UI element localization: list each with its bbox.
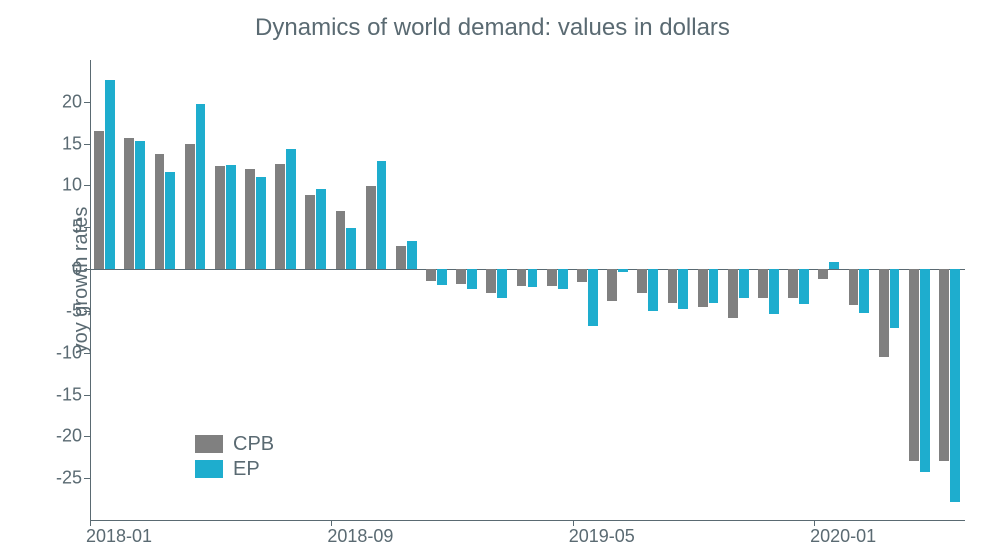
- y-tick-label: -10: [56, 342, 82, 363]
- y-tick-label: -25: [56, 468, 82, 489]
- bar: [346, 228, 356, 269]
- bar: [728, 269, 738, 318]
- bar: [698, 269, 708, 307]
- bar: [215, 166, 225, 269]
- bar: [486, 269, 496, 293]
- x-axis-line: [90, 520, 965, 521]
- bar: [758, 269, 768, 298]
- x-tick-mark: [573, 520, 574, 526]
- x-tick-label: 2020-01: [810, 526, 876, 547]
- bar: [648, 269, 658, 311]
- bar: [426, 269, 436, 281]
- bar: [165, 172, 175, 269]
- y-tick-mark: [84, 144, 90, 145]
- y-tick-mark: [84, 478, 90, 479]
- bar: [939, 269, 949, 461]
- plot-area: -25-20-15-10-5051015202018-012018-092019…: [90, 60, 965, 520]
- bar: [890, 269, 900, 328]
- bar: [226, 165, 236, 270]
- bar: [739, 269, 749, 298]
- bar: [788, 269, 798, 298]
- x-tick-mark: [814, 520, 815, 526]
- bar: [799, 269, 809, 304]
- bar: [196, 104, 206, 269]
- bar: [577, 269, 587, 282]
- bar: [859, 269, 869, 313]
- y-tick-label: 20: [62, 91, 82, 112]
- bar: [155, 154, 165, 269]
- y-tick-mark: [84, 436, 90, 437]
- y-tick-mark: [84, 311, 90, 312]
- bar: [245, 169, 255, 269]
- y-tick-label: 0: [72, 259, 82, 280]
- x-tick-mark: [331, 520, 332, 526]
- bar: [377, 161, 387, 269]
- y-tick-label: 15: [62, 133, 82, 154]
- y-tick-mark: [84, 227, 90, 228]
- legend-swatch: [195, 460, 223, 478]
- bar: [467, 269, 477, 289]
- y-tick-mark: [84, 269, 90, 270]
- y-tick-mark: [84, 395, 90, 396]
- x-tick-label: 2018-09: [327, 526, 393, 547]
- legend-row: CPB: [195, 433, 274, 456]
- legend-label: CPB: [233, 433, 274, 456]
- chart-title: Dynamics of world demand: values in doll…: [0, 14, 985, 42]
- legend: CPBEP: [195, 431, 274, 483]
- bar: [709, 269, 719, 302]
- bar: [607, 269, 617, 301]
- bar: [407, 241, 417, 269]
- bar: [668, 269, 678, 302]
- bar: [456, 269, 466, 284]
- legend-label: EP: [233, 458, 260, 481]
- bar: [437, 269, 447, 285]
- bar: [94, 131, 104, 269]
- y-tick-label: -20: [56, 426, 82, 447]
- bar: [305, 195, 315, 269]
- bar: [547, 269, 557, 286]
- bar: [286, 149, 296, 269]
- bar: [135, 141, 145, 269]
- bar: [849, 269, 859, 305]
- bar: [829, 262, 839, 270]
- bar: [396, 246, 406, 269]
- bar: [637, 269, 647, 293]
- bar: [105, 80, 115, 269]
- bar: [769, 269, 779, 314]
- bar: [588, 269, 598, 326]
- y-tick-label: 5: [72, 217, 82, 238]
- bar: [909, 269, 919, 461]
- bar: [185, 144, 195, 269]
- bar: [678, 269, 688, 309]
- bar: [256, 177, 266, 269]
- chart-container: Dynamics of world demand: values in doll…: [0, 0, 985, 560]
- bar: [316, 189, 326, 269]
- bar: [920, 269, 930, 472]
- y-axis-line: [90, 60, 91, 520]
- bar: [950, 269, 960, 502]
- bar: [497, 269, 507, 298]
- bar: [124, 138, 134, 269]
- bar: [517, 269, 527, 286]
- bar: [275, 164, 285, 269]
- bar: [336, 211, 346, 269]
- bar: [879, 269, 889, 357]
- bar: [618, 269, 628, 272]
- bar: [528, 269, 538, 287]
- bar: [366, 186, 376, 269]
- x-tick-mark: [90, 520, 91, 526]
- legend-swatch: [195, 435, 223, 453]
- bar: [558, 269, 568, 289]
- y-tick-mark: [84, 353, 90, 354]
- y-tick-label: -15: [56, 384, 82, 405]
- x-tick-label: 2019-05: [569, 526, 635, 547]
- x-tick-label: 2018-01: [86, 526, 152, 547]
- y-tick-label: -5: [66, 300, 82, 321]
- bar: [818, 269, 828, 279]
- y-tick-mark: [84, 102, 90, 103]
- legend-row: EP: [195, 458, 274, 481]
- y-tick-mark: [84, 185, 90, 186]
- y-tick-label: 10: [62, 175, 82, 196]
